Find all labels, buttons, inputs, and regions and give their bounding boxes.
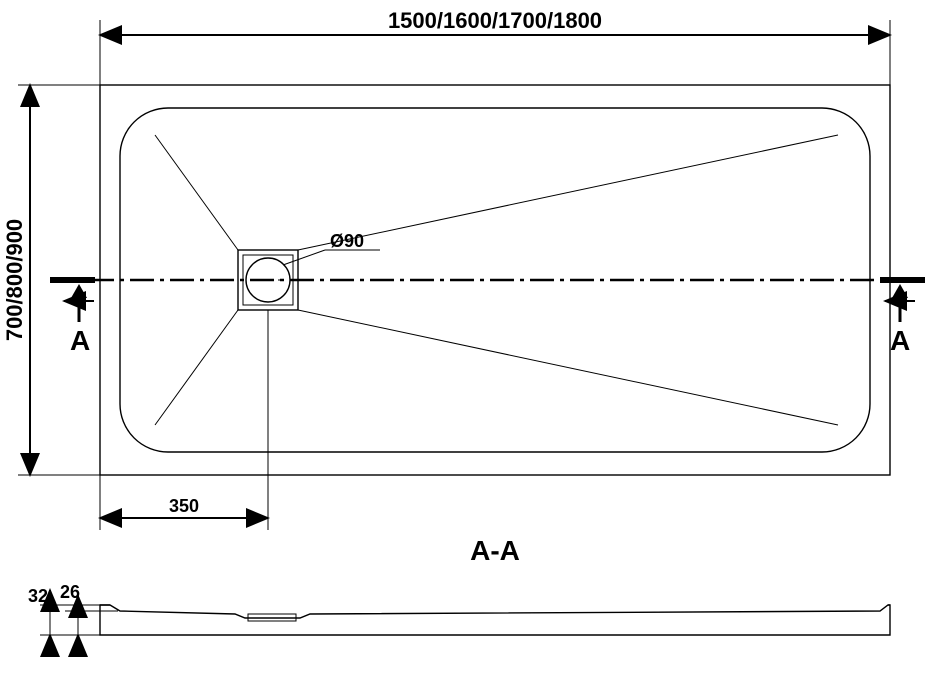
section-marker-left: A (70, 325, 90, 356)
section-marker-right: A (890, 325, 910, 356)
dim-26-label: 26 (60, 582, 80, 602)
section-label: A-A (470, 535, 520, 566)
dim-width-top: 1500/1600/1700/1800 (100, 8, 890, 85)
dim-drain-offset-label: 350 (169, 496, 199, 516)
technical-drawing: 1500/1600/1700/1800 700/800/900 Ø90 (0, 0, 928, 686)
dim-width-label: 1500/1600/1700/1800 (388, 8, 602, 33)
dim-drain-diameter-label: Ø90 (330, 231, 364, 251)
section-line (50, 280, 925, 301)
dim-drain-offset: 350 (100, 310, 268, 530)
dim-32-label: 32 (28, 586, 48, 606)
section-arrows (71, 284, 908, 322)
section-profile (100, 605, 890, 635)
dim-section-heights: 32 26 (28, 582, 118, 650)
dim-height-label: 700/800/900 (2, 219, 27, 341)
